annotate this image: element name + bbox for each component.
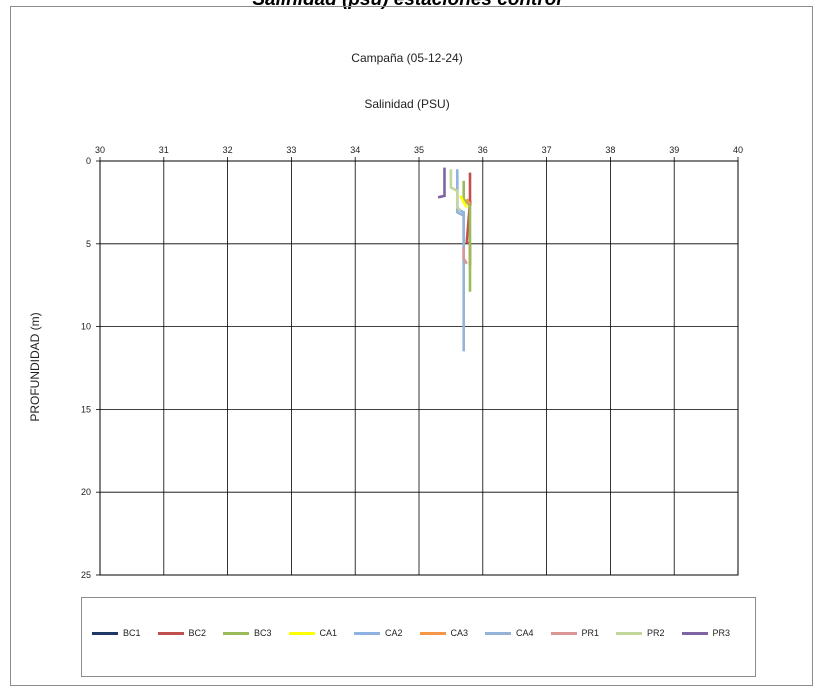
legend-swatch (419, 631, 446, 635)
y-tick-label: 5 (86, 239, 91, 249)
legend-label: PR1 (581, 628, 600, 638)
series-line-pr1 (462, 247, 468, 265)
legend-swatch (288, 631, 315, 635)
x-tick-label: 37 (542, 145, 552, 155)
x-tick-label: 40 (733, 145, 743, 155)
legend-swatch (616, 631, 642, 635)
legend-item-bc3: BC3 (223, 628, 289, 638)
x-axis-title: Salinidad (PSU) (364, 97, 450, 111)
salinity-plot: 30 31 32 33 34 35 36 37 38 39 40 0 5 10 15 20 25 (81, 145, 743, 580)
series-line-ca3 (465, 198, 472, 205)
y-tick-label: 20 (81, 487, 91, 497)
campaign-label: Campaña (05-12-24) (351, 51, 463, 65)
legend-swatch (157, 631, 184, 635)
x-tick-label: 39 (669, 145, 679, 155)
legend-label: BC1 (123, 628, 141, 638)
legend-item-ca3: CA3 (419, 628, 486, 638)
page-title: Salinidad (psu) estaciones control (0, 0, 814, 11)
legend-label: PR2 (647, 628, 665, 638)
legend-item-pr1: PR1 (550, 628, 617, 638)
legend-label: PR3 (712, 628, 731, 638)
legend-swatch (223, 631, 249, 635)
x-tick-label: 30 (95, 145, 105, 155)
series-line-pr2 (449, 169, 462, 212)
legend-label: CA1 (319, 628, 338, 638)
legend-label: CA2 (385, 628, 403, 638)
legend-item-pr3: PR3 (681, 628, 748, 638)
legend-label: CA3 (450, 628, 469, 638)
y-tick-label: 25 (81, 570, 91, 580)
legend-item-bc2: BC2 (157, 628, 224, 638)
legend-item-bc1: BC1 (92, 628, 158, 638)
y-tick-label: 0 (86, 156, 91, 166)
x-tick-label: 32 (223, 145, 233, 155)
x-tick-label: 34 (350, 145, 360, 155)
legend-item-ca2: CA2 (354, 628, 420, 638)
legend-swatch (92, 631, 118, 635)
legend-swatch (550, 631, 577, 635)
legend-item-ca4: CA4 (485, 628, 551, 638)
legend: BC1 BC2 BC3 CA1 CA2 CA3 CA4 PR1 PR2 PR3 (92, 628, 747, 638)
y-tick-label: 15 (81, 404, 91, 414)
legend-label: CA4 (516, 628, 534, 638)
x-tick-label: 33 (286, 145, 296, 155)
legend-label: BC2 (188, 628, 207, 638)
y-tick-label: 10 (81, 322, 91, 332)
legend-item-ca1: CA1 (288, 628, 355, 638)
legend-item-pr2: PR2 (616, 628, 682, 638)
series-line-ca1 (459, 195, 468, 209)
x-tick-label: 35 (414, 145, 424, 155)
legend-swatch (354, 631, 380, 635)
legend-swatch (681, 631, 708, 635)
legend-swatch (485, 631, 511, 635)
x-tick-label: 38 (605, 145, 615, 155)
series-line-bc3 (462, 180, 472, 292)
x-tick-label: 36 (478, 145, 488, 155)
legend-label: BC3 (254, 628, 272, 638)
series-line-pr3 (437, 167, 446, 199)
x-tick-label: 31 (159, 145, 169, 155)
